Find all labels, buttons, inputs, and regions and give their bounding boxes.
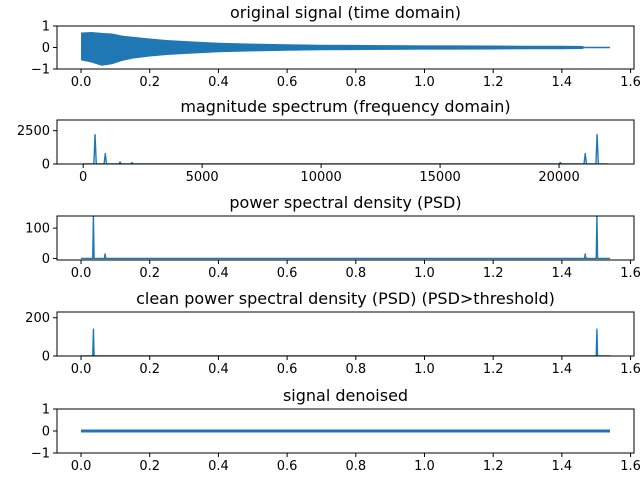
y-tick-label: 0 (42, 350, 50, 365)
x-tick-label: 1.6 (620, 75, 640, 90)
subplot-5: signal denoised 0.0 0.2 0.4 0.6 0.8 1.0 1.2 1.4 1… (31, 386, 640, 474)
y-tick-label: 1 (42, 403, 50, 418)
x-tick-label: 0.6 (277, 459, 298, 474)
x-tick-label: 1.4 (552, 459, 573, 474)
x-tick-label: 1.4 (552, 266, 573, 281)
x-tick-label: 0.2 (139, 459, 160, 474)
x-tick-label: 5000 (186, 170, 219, 185)
x-tick-label: 0.4 (208, 459, 229, 474)
x-tick-label: 0.4 (208, 362, 229, 377)
x-tick-label: 1.4 (552, 75, 573, 90)
signal-trace (80, 45, 610, 51)
x-tick-label: 0 (79, 170, 87, 185)
y-tick-label: 2500 (17, 124, 50, 139)
x-tick-label: 0.8 (345, 459, 366, 474)
series-line (81, 328, 610, 356)
axes-frame (56, 119, 635, 165)
subplot-title: clean power spectral density (PSD) (PSD>… (136, 289, 555, 308)
x-tick-label: 0.0 (71, 362, 92, 377)
axes-frame (56, 215, 635, 261)
x-tick-label: 0.8 (345, 362, 366, 377)
x-tick-label: 0.4 (208, 266, 229, 281)
x-tick-label: 0.4 (208, 75, 229, 90)
x-tick-label: 0.2 (139, 266, 160, 281)
x-tick-label: 20000 (538, 170, 579, 185)
y-tick-label: 200 (25, 311, 50, 326)
x-tick-label: 1.6 (620, 266, 640, 281)
x-tick-label: 0.8 (345, 266, 366, 281)
x-tick-label: 0.8 (345, 75, 366, 90)
x-tick-label: 0.2 (139, 362, 160, 377)
subplot-2: magnitude spectrum (frequency domain) 0 50… (17, 97, 635, 185)
subplot-title: original signal (time domain) (230, 3, 461, 22)
x-tick-label: 1.2 (483, 75, 504, 90)
x-tick-label: 0.0 (71, 75, 92, 90)
x-tick-label: 1.6 (620, 459, 640, 474)
subplot-4: clean power spectral density (PSD) (PSD>… (25, 289, 640, 377)
subplot-title: signal denoised (283, 386, 408, 405)
y-tick-label: 0 (42, 425, 50, 440)
x-tick-label: 1.6 (620, 362, 640, 377)
x-tick-label: 0.0 (71, 459, 92, 474)
x-tick-label: 1.2 (483, 459, 504, 474)
y-tick-label: 0 (42, 252, 50, 267)
series-line (83, 133, 608, 164)
subplot-3: power spectral density (PSD) 0.0 0.2 0.4 0.6… (25, 193, 640, 281)
x-tick-label: 0.2 (139, 75, 160, 90)
axes-frame (56, 311, 635, 357)
subplot-title: power spectral density (PSD) (229, 193, 461, 212)
x-tick-label: 1.2 (483, 266, 504, 281)
y-tick-label: 1 (42, 20, 50, 35)
signal-band (81, 32, 610, 66)
series-line (81, 216, 610, 260)
x-tick-label: 0.6 (277, 266, 298, 281)
x-tick-label: 10000 (300, 170, 341, 185)
y-tick-label: −1 (31, 447, 50, 462)
subplot-title: magnitude spectrum (frequency domain) (180, 97, 510, 116)
y-tick-label: 0 (42, 41, 50, 56)
x-tick-label: 15000 (419, 170, 460, 185)
x-tick-label: 0.0 (71, 266, 92, 281)
subplot-1: original signal (time domain) 0.0 0.2 0.4 0.… (31, 3, 640, 90)
x-tick-label: 1.0 (414, 266, 435, 281)
x-tick-label: 1.0 (414, 75, 435, 90)
y-tick-label: 100 (25, 222, 50, 237)
y-tick-label: 0 (42, 158, 50, 173)
x-tick-label: 0.6 (277, 362, 298, 377)
x-tick-label: 1.0 (414, 459, 435, 474)
x-tick-label: 1.2 (483, 362, 504, 377)
x-tick-label: 0.6 (277, 75, 298, 90)
x-tick-label: 1.4 (552, 362, 573, 377)
x-tick-label: 1.0 (414, 362, 435, 377)
y-tick-label: −1 (31, 63, 50, 78)
